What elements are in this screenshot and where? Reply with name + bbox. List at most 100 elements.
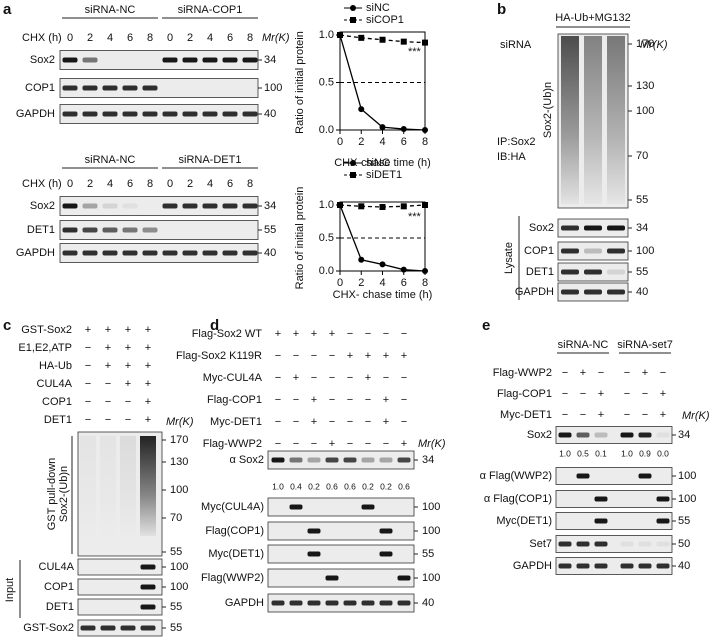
lane-label: 4 bbox=[207, 32, 213, 44]
quant-label: 0.6 bbox=[398, 481, 410, 491]
mr-label: Mr(K) bbox=[262, 32, 290, 44]
band bbox=[594, 563, 608, 569]
condition-sign: + bbox=[660, 409, 666, 421]
row-label: GAPDH bbox=[515, 286, 554, 298]
x-tick-label: 0 bbox=[337, 277, 343, 289]
y-tick-label: 0.0 bbox=[319, 124, 334, 136]
condition-sign: − bbox=[347, 328, 353, 340]
condition-label: Flag-COP1 bbox=[207, 394, 262, 406]
condition-label: CHX (h) bbox=[22, 32, 62, 44]
band bbox=[656, 496, 670, 502]
band bbox=[656, 563, 670, 569]
marker-label: 130 bbox=[170, 456, 188, 468]
lane-label: 8 bbox=[147, 32, 153, 44]
band bbox=[142, 227, 158, 233]
band bbox=[162, 57, 178, 63]
band bbox=[242, 57, 258, 63]
marker-label: 34 bbox=[678, 429, 690, 441]
condition-sign: − bbox=[347, 372, 353, 384]
blot-strip bbox=[555, 467, 673, 485]
condition-sign: − bbox=[347, 438, 353, 450]
group-label: siRNA-NC bbox=[558, 339, 609, 351]
band bbox=[638, 563, 652, 569]
condition-sign: − bbox=[347, 416, 353, 428]
condition-sign: − bbox=[105, 414, 111, 426]
condition-sign: − bbox=[347, 394, 353, 406]
band bbox=[222, 111, 238, 117]
condition-sign: + bbox=[365, 372, 371, 384]
row-label: α Sox2 bbox=[230, 454, 265, 466]
quant-label: 0.4 bbox=[290, 481, 302, 491]
condition-sign: − bbox=[642, 409, 648, 421]
band bbox=[162, 250, 178, 256]
point bbox=[422, 268, 428, 274]
marker-label: 70 bbox=[636, 150, 648, 162]
marker-label: 170 bbox=[636, 38, 654, 50]
lane-label: 4 bbox=[107, 178, 113, 190]
condition-sign: − bbox=[329, 372, 335, 384]
band bbox=[82, 203, 98, 209]
band bbox=[62, 250, 78, 256]
marker-label: 100 bbox=[422, 525, 440, 537]
band bbox=[122, 203, 138, 209]
x-tick-label: 0 bbox=[337, 136, 343, 148]
lane-label: 8 bbox=[147, 178, 153, 190]
x-axis-label: CHX-chase time (h) bbox=[334, 157, 431, 169]
marker-label: 50 bbox=[678, 538, 690, 550]
row-label: α Flag(COP1) bbox=[484, 493, 552, 505]
legend-marker bbox=[350, 5, 356, 11]
point bbox=[337, 32, 343, 38]
band bbox=[584, 289, 602, 295]
point bbox=[379, 203, 386, 210]
band bbox=[325, 575, 339, 581]
point bbox=[358, 34, 365, 41]
band bbox=[379, 528, 393, 534]
marker-label: 100 bbox=[170, 561, 188, 573]
band bbox=[102, 203, 118, 209]
row-label: Set7 bbox=[529, 538, 552, 550]
panel-label: e bbox=[482, 317, 490, 334]
x-tick-label: 8 bbox=[422, 277, 428, 289]
condition-sign: + bbox=[293, 372, 299, 384]
band bbox=[576, 432, 590, 438]
band bbox=[576, 473, 590, 479]
row-label: Sox2 bbox=[529, 222, 554, 234]
marker-label: 100 bbox=[636, 245, 654, 257]
condition-sign: + bbox=[598, 388, 604, 400]
marker-label: 55 bbox=[170, 622, 182, 634]
condition-label: DET1 bbox=[44, 414, 72, 426]
condition-sign: − bbox=[383, 372, 389, 384]
condition-sign: − bbox=[311, 350, 317, 362]
marker-label: 34 bbox=[422, 454, 434, 466]
band bbox=[242, 203, 258, 209]
condition-sign: − bbox=[85, 360, 91, 372]
blot-strip bbox=[555, 535, 673, 553]
band bbox=[62, 227, 78, 233]
condition-sign: + bbox=[329, 328, 335, 340]
point bbox=[358, 203, 365, 210]
point bbox=[379, 261, 386, 268]
mr-label: Mr(K) bbox=[640, 39, 668, 51]
blot-strip bbox=[555, 426, 673, 444]
blot-strip bbox=[555, 512, 673, 530]
condition-sign: + bbox=[145, 414, 151, 426]
band bbox=[397, 600, 411, 606]
x-tick-label: 4 bbox=[379, 277, 385, 289]
marker-label: 40 bbox=[264, 247, 276, 259]
condition-sign: − bbox=[580, 409, 586, 421]
legend-label: siNC bbox=[366, 2, 390, 14]
condition-sign: + bbox=[125, 378, 131, 390]
treatment-label: HA-Ub+MG132 bbox=[555, 12, 631, 24]
legend-label: siNC bbox=[366, 157, 390, 169]
band bbox=[202, 250, 218, 256]
lane-label: 0 bbox=[67, 178, 73, 190]
row-label: DET1 bbox=[526, 266, 554, 278]
band bbox=[202, 203, 218, 209]
mr-label: Mr(K) bbox=[682, 410, 710, 422]
condition-sign: − bbox=[329, 416, 335, 428]
band bbox=[361, 504, 375, 510]
band bbox=[122, 227, 138, 233]
condition-sign: − bbox=[329, 350, 335, 362]
marker-label: 100 bbox=[422, 572, 440, 584]
band bbox=[202, 111, 218, 117]
